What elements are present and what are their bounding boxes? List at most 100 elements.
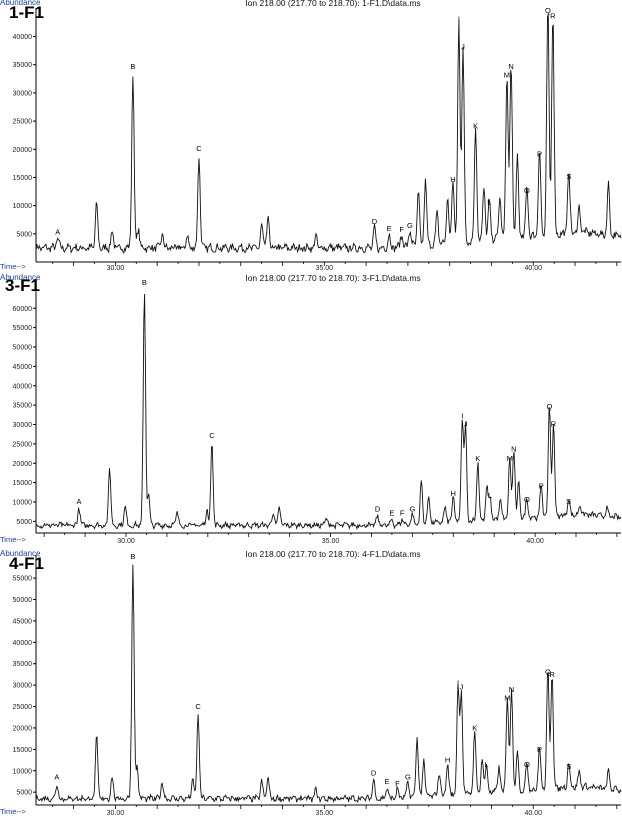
- panel-4-f1-peak-label-j: J: [460, 683, 464, 692]
- panel-1-f1-peak-label-i: I: [458, 14, 460, 23]
- panel-1-f1-peak-label-m: M: [504, 71, 510, 80]
- panel-3-f1-peak-label-h: H: [451, 489, 456, 498]
- panel-1-f1-ytick-label: 20000: [13, 147, 33, 154]
- panel-3-f1-peak-label-o: O: [524, 495, 530, 504]
- panel-1-f1-ytick-label: 10000: [13, 203, 33, 210]
- panel-4-f1-ytick-label: 15000: [13, 747, 33, 754]
- panel-3-f1-peak-label-q: Q: [546, 402, 552, 411]
- panel-1-f1-peak-label-f: F: [399, 225, 404, 234]
- panel-4-f1-ytick-label: 5000: [16, 790, 32, 797]
- panel-4-f1-peak-label-e: E: [384, 777, 389, 786]
- panel-4-f1-ytick-label: 40000: [13, 640, 33, 647]
- panel-4-f1-peak-label-k: K: [472, 723, 477, 732]
- panel-4-f1-peak-label-l: L: [484, 760, 488, 769]
- panel-3-f1-ytick-label: 5000: [16, 519, 32, 526]
- panel-3-f1-peak-label-s: S: [566, 497, 571, 506]
- panel-4-f1-title: Ion 218.00 (217.70 to 218.70): 4-F1.D\da…: [245, 549, 420, 559]
- panel-4-f1-peak-label-h: H: [445, 755, 450, 764]
- panel-1-f1-xtick-label: 35.00: [316, 265, 334, 271]
- panel-3-f1-ytick-label: 15000: [13, 480, 33, 487]
- panel-1-f1-ytick-label: 30000: [13, 90, 33, 97]
- panel-3-f1-ytick-label: 60000: [13, 306, 33, 313]
- panel-3-f1-peak-label-b: B: [142, 278, 147, 287]
- panel-1-f1-ytick-label: 40000: [13, 34, 33, 41]
- panel-3-f1-peak-label-e: E: [389, 508, 394, 517]
- panel-3-f1-ytick-label: 40000: [13, 383, 33, 390]
- panel-3-f1-peak-label-c: C: [209, 431, 215, 440]
- panel-1-f1-peak-label-l: L: [487, 197, 491, 206]
- panel-1-f1-ylabel: Abundance: [0, 0, 41, 7]
- panel-4-f1-xtick-label: 30.00: [107, 810, 125, 817]
- panel-4-f1-trace: [35, 564, 622, 804]
- panel-4-f1-peak-label-i: I: [457, 678, 459, 687]
- panel-1-f1-peak-label-p: P: [537, 150, 542, 159]
- panel-3-f1-xtick-label: 30.00: [117, 538, 135, 545]
- panel-1-f1-ytick-label: 15000: [13, 175, 33, 182]
- panel-3-f1-ytick-label: 10000: [13, 500, 33, 507]
- panel-1-f1-xtick-label: 40.00: [524, 265, 542, 271]
- panel-3-f1-peak-label-m: M: [507, 454, 513, 463]
- panel-3-f1-trace: [35, 293, 622, 531]
- panel-3-f1-ytick-label: 45000: [13, 364, 33, 371]
- panel-4-f1-peak-label-b: B: [130, 552, 135, 561]
- panel-1-f1-ytick-label: 35000: [13, 62, 33, 69]
- panel-3-f1-xtick-label: 40.00: [526, 538, 544, 545]
- panel-4-f1-ytick-label: 30000: [13, 683, 33, 690]
- panel-1-f1-peak-label-s: S: [566, 172, 571, 181]
- panel-1-f1-peak-label-o: O: [524, 186, 530, 195]
- panel-4-f1-ytick-label: 55000: [13, 576, 33, 583]
- panel-1-f1-peak-label-j: J: [461, 42, 465, 51]
- panel-4-f1-xtick-label: 40.00: [524, 810, 542, 817]
- panel-4-f1-ytick-label: 20000: [13, 725, 33, 732]
- panel-1-f1-peak-label-h: H: [450, 175, 455, 184]
- panel-1-f1-label: 1-F1: [9, 3, 44, 22]
- panel-1-f1-peak-label-c: C: [196, 144, 202, 153]
- panel-4-f1-peak-label-s: S: [566, 762, 571, 771]
- chromatogram-panel-1-f1: Abundance Ion 218.00 (217.70 to 218.70): …: [0, 0, 622, 271]
- panel-1-f1-title: Ion 218.00 (217.70 to 218.70): 1-F1.D\da…: [245, 0, 420, 8]
- panel-3-f1-ylabel: Abundance: [0, 273, 41, 282]
- panel-4-f1-xtick-label: 35.00: [316, 810, 334, 817]
- chromatogram-panel-4-f1: Abundance Ion 218.00 (217.70 to 218.70): …: [0, 549, 622, 817]
- panel-1-f1-peak-label-q: Q: [545, 6, 551, 15]
- panel-3-f1-ytick-label: 30000: [13, 422, 33, 429]
- panel-1-f1-peak-label-d: D: [372, 217, 378, 226]
- panel-1-f1-peak-label-r: R: [550, 11, 556, 20]
- panel-4-f1-peak-label-m: M: [504, 693, 510, 702]
- panel-3-f1-peak-label-a: A: [76, 497, 81, 506]
- panel-1-f1-xlabel: Time-->: [0, 262, 26, 271]
- panel-3-f1-peak-label-d: D: [375, 505, 381, 514]
- panel-1-f1-ytick-label: 25000: [13, 119, 33, 126]
- panel-3-f1-ytick-label: 25000: [13, 441, 33, 448]
- panel-3-f1-peak-label-l: L: [488, 491, 492, 500]
- panel-3-f1-ytick-label: 55000: [13, 325, 33, 332]
- panel-3-f1-peak-label-p: P: [539, 481, 544, 490]
- panel-1-f1-trace: [35, 13, 622, 254]
- panel-3-f1-peak-label-i: I: [461, 412, 463, 421]
- panel-3-f1-label: 3-F1: [5, 276, 40, 295]
- panel-1-f1-peak-label-n: N: [508, 62, 513, 71]
- panel-3-f1-peak-label-j: J: [464, 419, 468, 428]
- panel-3-f1-ytick-label: 50000: [13, 345, 33, 352]
- panel-4-f1-peak-label-n: N: [509, 685, 514, 694]
- panel-4-f1-peak-label-g: G: [405, 773, 411, 782]
- panel-4-f1-peak-label-q: Q: [545, 668, 551, 677]
- panel-1-f1-peak-label-g: G: [407, 221, 413, 230]
- panel-1-f1-peak-label-b: B: [130, 62, 135, 71]
- panel-3-f1-xtick-label: 35.00: [322, 538, 340, 545]
- panel-3-f1-peak-label-g: G: [409, 505, 415, 514]
- panel-3-f1-peak-label-k: K: [475, 454, 480, 463]
- panel-4-f1-peak-label-d: D: [371, 768, 377, 777]
- panel-1-f1-peak-label-e: E: [387, 224, 392, 233]
- panel-1-f1-peak-label-a: A: [55, 227, 60, 236]
- panel-4-f1-ytick-label: 45000: [13, 618, 33, 625]
- panel-3-f1-xlabel: Time-->: [0, 535, 26, 544]
- panel-3-f1-peak-label-r: R: [551, 419, 557, 428]
- panel-3-f1-ytick-label: 20000: [13, 461, 33, 468]
- panel-3-f1-title: Ion 218.00 (217.70 to 218.70): 3-F1.D\da…: [245, 273, 420, 283]
- panel-4-f1-peak-label-f: F: [395, 779, 400, 788]
- panel-4-f1-xlabel: Time-->: [0, 807, 26, 816]
- panel-4-f1-peak-label-a: A: [54, 773, 59, 782]
- chromatogram-panel-3-f1: Abundance Ion 218.00 (217.70 to 218.70): …: [0, 273, 622, 545]
